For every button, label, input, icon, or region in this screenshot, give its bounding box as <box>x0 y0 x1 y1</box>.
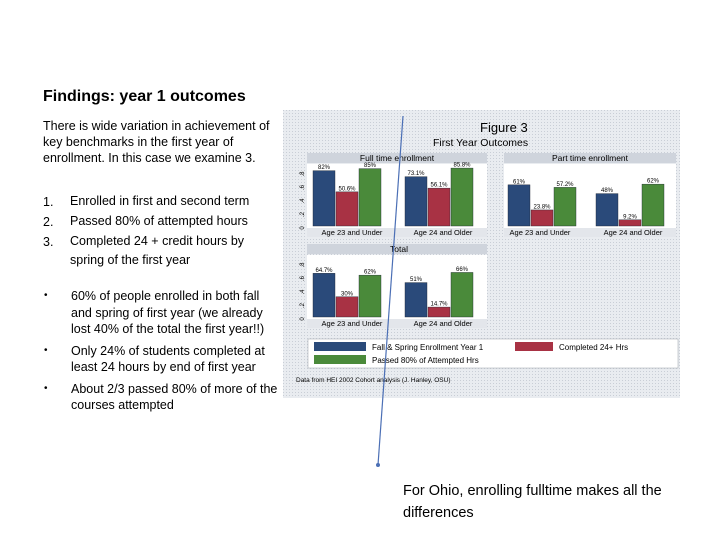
data-label: 62% <box>647 179 660 185</box>
tick-label: Age 23 and Under <box>322 319 383 328</box>
tick-label: Age 24 and Older <box>414 319 473 328</box>
bullet-list: • 60% of people enrolled in both fall an… <box>43 288 278 419</box>
list-item: 2. Passed 80% of attempted hours <box>43 212 278 232</box>
list-number: 3. <box>43 235 54 249</box>
list-text: Passed 80% of attempted hours <box>70 214 248 228</box>
tick-label: Age 23 and Under <box>322 228 383 237</box>
data-label: 66% <box>456 267 469 273</box>
intro-paragraph: There is wide variation in achievement o… <box>43 119 270 165</box>
bar <box>618 219 642 227</box>
arrow-endpoint-icon <box>376 463 380 467</box>
bar <box>335 296 359 318</box>
legend-swatch <box>314 355 366 364</box>
bar <box>335 191 359 227</box>
data-label: 85% <box>364 163 377 169</box>
data-label: 56.1% <box>430 183 448 189</box>
legend: Fall & Spring Enrollment Year 1 Complete… <box>307 338 679 369</box>
legend-label: Completed 24+ Hrs <box>559 343 628 352</box>
tick-label: Age 24 and Older <box>604 228 663 237</box>
figure-3-chart: Figure 3 First Year Outcomes Full time e… <box>283 110 680 398</box>
list-text: 60% of people enrolled in both fall and … <box>71 289 265 336</box>
list-item: • About 2/3 passed 80% of more of the co… <box>43 381 278 414</box>
figure-source: Data from HEI 2002 Cohort analysis (J. H… <box>296 377 451 384</box>
bullet-icon: • <box>44 344 48 356</box>
bar <box>312 170 336 227</box>
list-text: Only 24% of students completed at least … <box>71 343 265 375</box>
data-label: 51% <box>410 277 423 283</box>
bar <box>404 176 428 227</box>
data-label: 85.8% <box>453 163 471 169</box>
data-label: 61% <box>513 179 526 185</box>
legend-label: Passed 80% of Attempted Hrs <box>372 356 479 365</box>
bar <box>312 273 336 318</box>
data-label: 64.7% <box>315 268 333 274</box>
data-label: 62% <box>364 270 377 276</box>
list-text: Enrolled in first and second term <box>70 194 250 208</box>
figure-subtitle: First Year Outcomes <box>433 137 528 149</box>
bar <box>641 183 665 227</box>
list-text: Completed 24 + credit hours by spring of… <box>70 234 245 267</box>
bar <box>427 306 451 318</box>
data-label: 73.1% <box>407 171 425 177</box>
y-axis: 0 .2 .4 .6 .8 <box>300 262 306 321</box>
list-number: 1. <box>43 195 54 209</box>
bar <box>507 184 531 227</box>
tick-label: Age 24 and Older <box>414 228 473 237</box>
data-label: 48% <box>601 188 614 194</box>
y-axis: 0 .2 .4 .6 .8 <box>300 171 306 230</box>
numbered-list: 1. Enrolled in first and second term 2. … <box>43 192 278 270</box>
tick-label: .6 <box>300 275 306 281</box>
panel-title: Full time enrollment <box>360 153 435 163</box>
tick-label: 0 <box>300 226 306 230</box>
tick-label: .8 <box>300 262 306 268</box>
panel-full-time: Full time enrollment 0 .2 .4 .6 .8 82% 50.6% 8… <box>300 153 487 230</box>
tick-label: .2 <box>300 302 306 308</box>
data-label: 14.7% <box>430 302 448 308</box>
tick-label: .6 <box>300 184 306 190</box>
legend-swatch <box>314 342 366 351</box>
tick-label: .4 <box>300 289 306 295</box>
data-label: 50.6% <box>338 186 356 192</box>
bar <box>427 187 451 227</box>
tick-label: .2 <box>300 211 306 217</box>
slide-title: Findings: year 1 outcomes <box>43 88 246 105</box>
list-text: About 2/3 passed 80% of more of the cour… <box>71 381 278 413</box>
figure-title: Figure 3 <box>480 120 528 135</box>
bar <box>450 167 474 227</box>
data-label: 23.8% <box>533 204 551 210</box>
data-label: 30% <box>341 291 354 297</box>
panel-title: Total <box>390 244 408 254</box>
bullet-icon: • <box>44 290 48 301</box>
legend-swatch <box>515 342 553 351</box>
list-item: • 60% of people enrolled in both fall an… <box>43 288 278 338</box>
bullet-icon: • <box>44 382 48 394</box>
panel-title: Part time enrollment <box>552 153 629 163</box>
list-number: 2. <box>43 215 54 229</box>
bar <box>595 193 619 227</box>
list-item: 1. Enrolled in first and second term <box>43 192 278 212</box>
bar <box>358 168 382 227</box>
tick-label: .4 <box>300 198 306 204</box>
list-item: • Only 24% of students completed at leas… <box>43 343 278 376</box>
ohio-callout: For Ohio, enrolling fulltime makes all t… <box>403 483 662 521</box>
data-label: 9.2% <box>623 214 637 220</box>
panel-part-time: Part time enrollment 61% 23.8% 57.2% 48% 9.2… <box>504 153 676 228</box>
data-label: 82% <box>318 165 331 171</box>
bar <box>450 272 474 318</box>
tick-label: 0 <box>300 317 306 321</box>
panel-total: Total 0 .2 .4 .6 .8 64.7% 30% 62% 51% 14.7% 66% <box>300 244 487 321</box>
list-item: 3. Completed 24 + credit hours by spring… <box>43 232 278 270</box>
bar <box>404 282 428 318</box>
bar <box>358 274 382 318</box>
legend-label: Fall & Spring Enrollment Year 1 <box>372 343 484 352</box>
tick-label: Age 23 and Under <box>510 228 571 237</box>
bar <box>553 187 577 227</box>
tick-label: .8 <box>300 171 306 177</box>
data-label: 57.2% <box>556 182 574 188</box>
bar <box>530 209 554 227</box>
